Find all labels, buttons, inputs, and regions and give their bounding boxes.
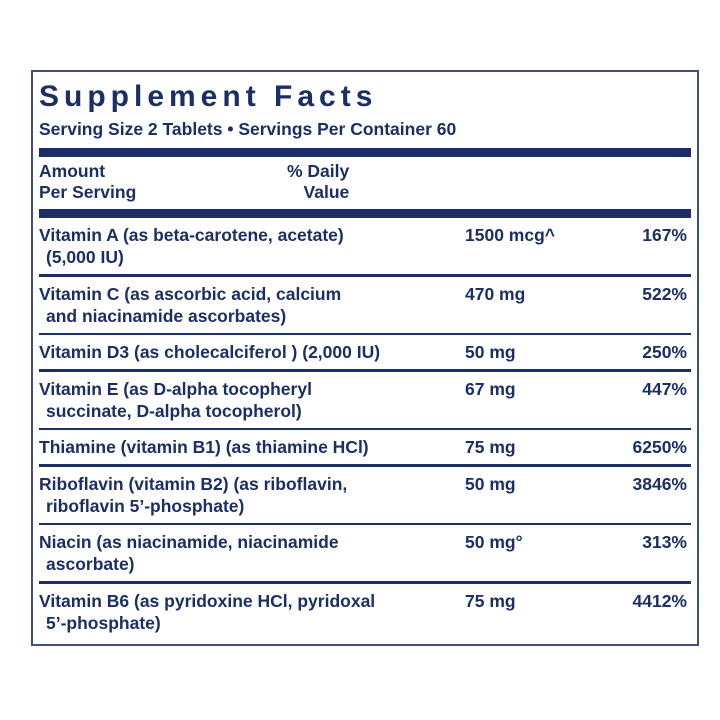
column-header-daily-value-line1: % Daily xyxy=(287,161,350,181)
divider-thick-top xyxy=(39,148,691,157)
ingredient-amount: 50 mg xyxy=(465,473,516,494)
table-row: Vitamin D3 (as cholecalciferol ) (2,000 … xyxy=(39,335,691,369)
table-row: Vitamin E (as D-alpha tocopheryl succina… xyxy=(39,372,691,428)
ingredient-name-line2: (5,000 IU) xyxy=(46,247,124,267)
ingredient-name-line1: Vitamin D3 (as cholecalciferol ) (2,000 … xyxy=(39,342,381,362)
ingredient-daily-value: 522% xyxy=(642,283,687,304)
table-row: Riboflavin (vitamin B2) (as riboflavin, … xyxy=(39,467,691,523)
ingredient-amount: 75 mg xyxy=(465,437,516,457)
supplement-facts-panel: Supplement Facts Serving Size 2 Tablets … xyxy=(31,70,699,646)
column-header-row: Amount Per Serving % Daily Value xyxy=(39,157,691,209)
ingredient-name: Vitamin D3 (as cholecalciferol ) (2,000 … xyxy=(39,341,465,363)
ingredient-name: Vitamin C (as ascorbic acid, calcium and… xyxy=(39,283,465,327)
ingredient-daily-value: 4412% xyxy=(632,590,688,611)
ingredient-name: Vitamin E (as D-alpha tocopheryl succina… xyxy=(39,378,465,422)
serving-info: Serving Size 2 Tablets • Servings Per Co… xyxy=(39,119,457,139)
ingredient-name: Riboflavin (vitamin B2) (as riboflavin, … xyxy=(39,473,465,517)
ingredient-name-line1: Vitamin A (as beta-carotene, acetate) xyxy=(39,225,344,245)
divider-thick-bottom xyxy=(39,209,691,218)
table-row: Thiamine (vitamin B1) (as thiamine HCl) … xyxy=(39,430,691,464)
row-divider xyxy=(39,581,691,584)
ingredient-amount: 50 mg xyxy=(465,342,516,362)
table-row: Vitamin C (as ascorbic acid, calcium and… xyxy=(39,277,691,333)
ingredient-amount: 67 mg xyxy=(465,378,516,399)
table-row: Vitamin B6 (as pyridoxine HCl, pyridoxal… xyxy=(39,584,691,640)
row-divider xyxy=(39,522,691,525)
ingredient-name-line2: and niacinamide ascorbates) xyxy=(46,305,287,326)
table-row: Vitamin A (as beta-carotene, acetate) (5… xyxy=(39,218,691,274)
column-header-amount: Amount Per Serving xyxy=(39,161,691,203)
column-header-amount-line2: Per Serving xyxy=(39,182,137,202)
row-divider xyxy=(39,369,691,372)
ingredient-daily-value: 6250% xyxy=(632,437,688,457)
row-divider xyxy=(39,464,691,467)
panel-title: Supplement Facts xyxy=(39,80,378,113)
ingredient-amount: 470 mg xyxy=(465,283,526,304)
row-divider xyxy=(39,332,691,335)
ingredient-name: Vitamin B6 (as pyridoxine HCl, pyridoxal… xyxy=(39,590,465,634)
ingredient-daily-value: 3846% xyxy=(632,473,688,494)
table-row: Niacin (as niacinamide, niacinamide asco… xyxy=(39,525,691,581)
ingredient-name: Thiamine (vitamin B1) (as thiamine HCl) xyxy=(39,436,465,458)
ingredient-name-line2: riboflavin 5’-phosphate) xyxy=(46,495,245,516)
ingredient-name-line1: Vitamin B6 (as pyridoxine HCl, pyridoxal xyxy=(39,590,376,611)
row-divider xyxy=(39,427,691,430)
ingredient-name-line1: Thiamine (vitamin B1) (as thiamine HCl) xyxy=(39,437,369,457)
row-divider xyxy=(39,274,691,277)
ingredient-table: Vitamin A (as beta-carotene, acetate) (5… xyxy=(39,218,691,640)
ingredient-daily-value: 250% xyxy=(642,342,687,362)
ingredient-name-line2: 5’-phosphate) xyxy=(46,612,161,633)
column-header-amount-line1: Amount xyxy=(39,161,106,181)
ingredient-name: Vitamin A (as beta-carotene, acetate) (5… xyxy=(39,224,465,268)
ingredient-name-line2: ascorbate) xyxy=(46,554,135,574)
ingredient-daily-value: 447% xyxy=(642,378,687,399)
ingredient-amount: 50 mg° xyxy=(465,532,523,552)
column-header-daily-value: % Daily Value xyxy=(287,161,349,203)
ingredient-name-line1: Vitamin E (as D-alpha tocopheryl xyxy=(39,378,312,399)
ingredient-amount: 1500 mcg^ xyxy=(465,225,555,245)
ingredient-name-line1: Vitamin C (as ascorbic acid, calcium xyxy=(39,283,342,304)
ingredient-name-line2: succinate, D-alpha tocopherol) xyxy=(46,400,302,421)
ingredient-amount: 75 mg xyxy=(465,590,516,611)
ingredient-daily-value: 167% xyxy=(642,225,687,245)
ingredient-name-line1: Niacin (as niacinamide, niacinamide xyxy=(39,532,339,552)
ingredient-name-line1: Riboflavin (vitamin B2) (as riboflavin, xyxy=(39,473,348,494)
ingredient-name: Niacin (as niacinamide, niacinamide asco… xyxy=(39,531,465,575)
column-header-daily-value-line2: Value xyxy=(303,182,350,202)
ingredient-daily-value: 313% xyxy=(642,532,687,552)
